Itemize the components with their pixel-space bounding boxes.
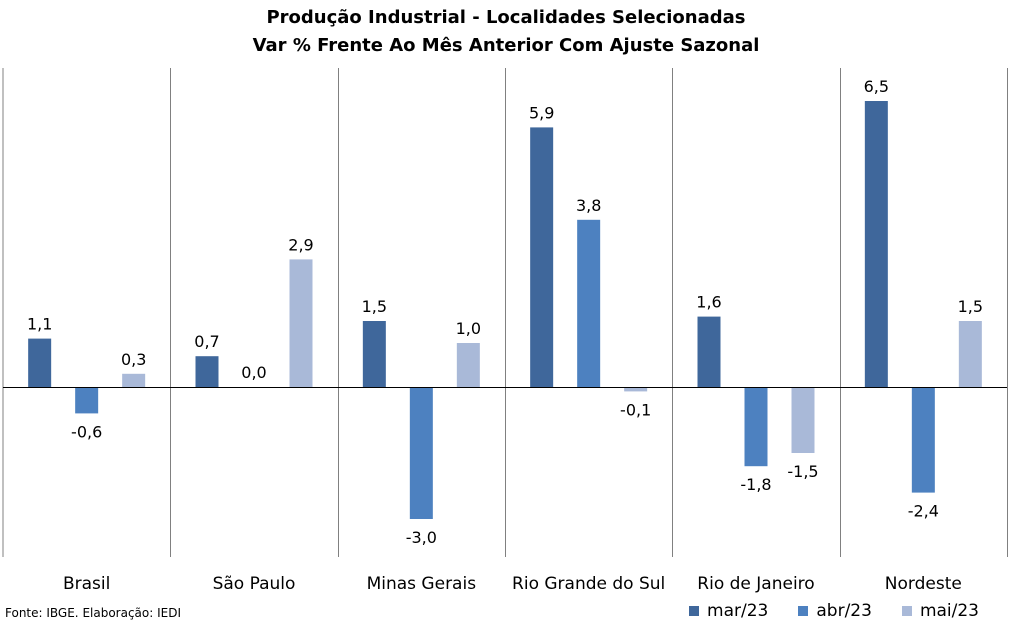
bar [289, 259, 313, 387]
data-label: -1,5 [787, 462, 818, 481]
data-label: 3,8 [576, 196, 601, 215]
data-label: 0,7 [194, 332, 219, 351]
bar [624, 387, 648, 392]
bar [409, 387, 433, 519]
category-label: Brasil [63, 574, 110, 594]
legend-swatch-mai [901, 606, 912, 616]
data-label: 2,9 [288, 235, 313, 254]
data-label: 1,1 [27, 315, 52, 334]
data-label: 6,5 [864, 77, 889, 96]
bar [911, 387, 935, 493]
bar [75, 387, 99, 414]
category-label: Nordeste [885, 574, 962, 594]
data-label: 0,0 [241, 363, 266, 382]
source-note: Fonte: IBGE. Elaboração: IEDI [5, 606, 182, 620]
data-label: 1,6 [696, 293, 721, 312]
legend-label-mar: mar/23 [707, 601, 769, 621]
legend: mar/23 abr/23 mai/23 [689, 601, 979, 621]
legend-item-mar: mar/23 [689, 601, 768, 621]
chart-subtitle: Var % Frente Ao Mês Anterior Com Ajuste … [252, 35, 760, 56]
bar [577, 219, 601, 387]
bar [362, 321, 386, 387]
legend-item-abr: abr/23 [798, 601, 872, 621]
bar [864, 101, 888, 387]
bar [958, 321, 982, 387]
bar [456, 343, 480, 387]
bar [744, 387, 768, 467]
bar [195, 356, 219, 387]
category-label: Rio Grande do Sul [512, 574, 665, 594]
data-label: 1,5 [362, 297, 387, 316]
data-label: -0,1 [620, 400, 651, 419]
category-label: São Paulo [213, 574, 296, 594]
bar [122, 373, 146, 387]
legend-item-mai: mai/23 [901, 601, 979, 621]
category-label: Minas Gerais [367, 574, 477, 594]
data-label: -0,6 [71, 422, 102, 441]
data-label: 1,0 [456, 319, 481, 338]
legend-label-mai: mai/23 [919, 601, 979, 621]
bar [791, 387, 815, 453]
data-label: -1,8 [740, 475, 771, 494]
legend-swatch-abr [798, 606, 809, 616]
data-label: -3,0 [406, 528, 437, 547]
bar [28, 338, 52, 387]
chart-title: Produção Industrial - Localidades Seleci… [266, 7, 746, 28]
data-label: 5,9 [529, 103, 554, 122]
bar [697, 316, 721, 387]
data-label: -2,4 [908, 502, 939, 521]
data-label: 0,3 [121, 350, 146, 369]
legend-swatch-mar [689, 606, 700, 616]
category-label: Rio de Janeiro [697, 574, 814, 594]
legend-label-abr: abr/23 [816, 601, 872, 621]
bar [530, 127, 554, 388]
data-label: 1,5 [958, 297, 983, 316]
